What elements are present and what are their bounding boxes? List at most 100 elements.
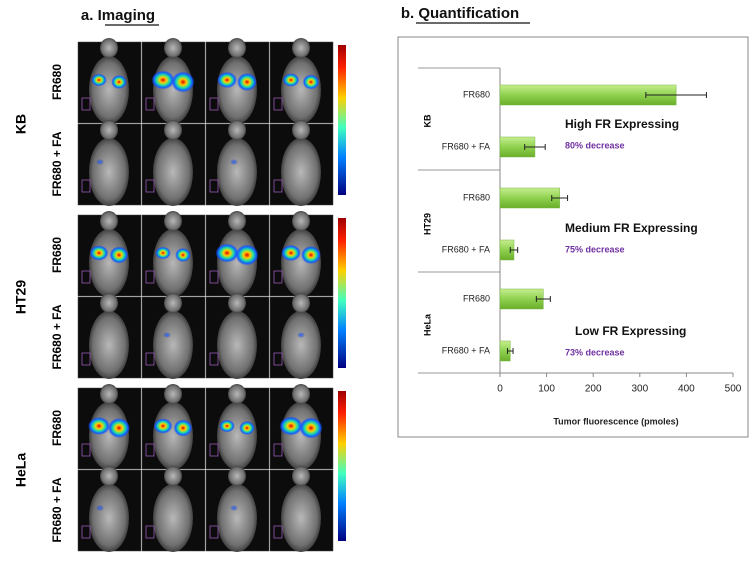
annotation-note: 73% decrease xyxy=(565,347,625,357)
signal xyxy=(153,418,173,434)
signal xyxy=(279,416,303,436)
colorbar xyxy=(338,218,346,368)
scale-box xyxy=(273,525,283,539)
error-bar xyxy=(524,144,546,150)
signal xyxy=(96,159,104,165)
signal xyxy=(282,73,300,87)
signal xyxy=(171,71,195,93)
signal xyxy=(230,505,238,511)
mouse-head xyxy=(292,466,310,486)
mouse-head xyxy=(100,466,118,486)
mouse-body xyxy=(89,56,129,124)
scale-box xyxy=(273,179,283,193)
mouse-body xyxy=(217,311,257,379)
scale-box xyxy=(209,443,219,457)
mouse-head xyxy=(164,211,182,231)
signal xyxy=(88,417,110,435)
y-tick-label: FR680 xyxy=(463,293,490,303)
signal xyxy=(302,74,320,90)
signal xyxy=(230,159,238,165)
mouse-head xyxy=(100,384,118,404)
scale-box xyxy=(209,179,219,193)
x-axis-label: Tumor fluorescence (pmoles) xyxy=(553,416,678,426)
mouse-body xyxy=(153,138,193,206)
scale-box xyxy=(145,443,155,457)
x-tick-label: 300 xyxy=(631,384,648,395)
signal xyxy=(109,246,129,264)
mouse-body xyxy=(153,311,193,379)
signal xyxy=(91,73,107,87)
signal xyxy=(111,75,127,89)
mouse-body xyxy=(281,138,321,206)
signal xyxy=(301,246,321,264)
annotation-note: 75% decrease xyxy=(565,244,625,254)
mouse-body xyxy=(217,138,257,206)
panel-title: a. Imaging xyxy=(81,7,155,24)
error-bar xyxy=(509,247,519,253)
scale-box xyxy=(81,179,91,193)
mouse-head xyxy=(100,120,118,140)
signal xyxy=(96,505,104,511)
scale-box xyxy=(145,179,155,193)
scale-box xyxy=(209,270,219,284)
x-tick-label: 200 xyxy=(585,384,602,395)
mouse-body xyxy=(281,484,321,552)
signal xyxy=(215,243,239,263)
signal xyxy=(108,418,130,438)
signal xyxy=(239,421,255,435)
signal xyxy=(235,244,259,266)
mouse-head xyxy=(292,384,310,404)
x-tick-label: 500 xyxy=(725,384,742,395)
y-tick-label: FR680 + FA xyxy=(442,244,490,254)
annotation-title: Low FR Expressing xyxy=(575,324,686,338)
error-bar xyxy=(535,296,551,302)
mouse-body xyxy=(153,229,193,297)
signal xyxy=(297,332,305,338)
mouse-head xyxy=(100,293,118,313)
mouse-body xyxy=(153,484,193,552)
mouse-head xyxy=(292,38,310,58)
row-label: FR680 xyxy=(50,237,64,273)
signal xyxy=(281,244,301,262)
mouse-head xyxy=(164,384,182,404)
scale-box xyxy=(145,270,155,284)
row-label: FR680 + FA xyxy=(50,477,64,542)
mouse-body xyxy=(89,138,129,206)
scale-box xyxy=(81,352,91,366)
bar xyxy=(499,187,560,209)
mouse-head xyxy=(100,38,118,58)
mouse-head xyxy=(228,293,246,313)
x-tick-label: 400 xyxy=(678,384,695,395)
group-label: KB xyxy=(13,114,29,134)
signal xyxy=(175,248,191,262)
scale-box xyxy=(145,525,155,539)
scale-box xyxy=(209,352,219,366)
mouse-head xyxy=(228,211,246,231)
group-label: HT29 xyxy=(422,213,432,235)
scale-box xyxy=(81,270,91,284)
mouse-body xyxy=(89,229,129,297)
signal xyxy=(237,73,257,91)
mouse-head xyxy=(164,38,182,58)
scale-box xyxy=(209,97,219,111)
mouse-body xyxy=(89,311,129,379)
mouse-body xyxy=(281,311,321,379)
colorbar xyxy=(338,391,346,541)
mouse-body xyxy=(281,56,321,124)
scale-box xyxy=(81,525,91,539)
chart-title: b. Quantification xyxy=(401,5,519,22)
scale-box xyxy=(209,525,219,539)
scale-box xyxy=(273,352,283,366)
scale-box xyxy=(145,352,155,366)
row-label: FR680 + FA xyxy=(50,131,64,196)
mouse-body xyxy=(89,484,129,552)
signal xyxy=(151,70,175,90)
scale-box xyxy=(145,97,155,111)
signal xyxy=(173,419,193,437)
mouse-body xyxy=(217,484,257,552)
signal xyxy=(217,71,237,89)
error-bar xyxy=(506,348,514,354)
mouse-head xyxy=(164,466,182,486)
annotation-title: High FR Expressing xyxy=(565,117,679,131)
